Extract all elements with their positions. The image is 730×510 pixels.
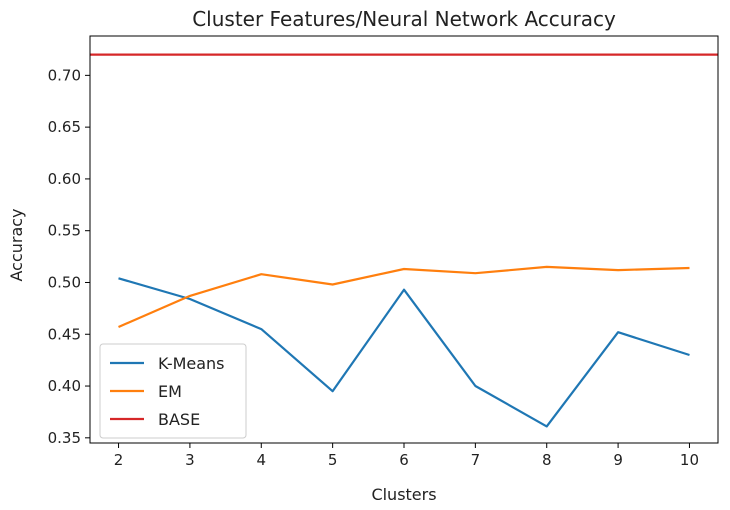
y-tick-label: 0.40 — [48, 377, 81, 395]
chart-title: Cluster Features/Neural Network Accuracy — [192, 7, 616, 31]
y-tick-label: 0.70 — [48, 66, 81, 84]
legend-box — [99, 343, 247, 439]
y-tick-label: 0.60 — [48, 170, 81, 188]
legend-label-k-means: K-Means — [158, 354, 225, 373]
x-tick-label: 5 — [328, 451, 338, 469]
x-axis-title: Clusters — [371, 485, 436, 504]
y-tick-label: 0.45 — [48, 325, 81, 343]
y-tick-label: 0.65 — [48, 118, 81, 136]
series-line-k-means — [118, 277, 690, 428]
y-axis-title: Accuracy — [7, 208, 26, 281]
x-tick-label: 6 — [399, 451, 409, 469]
y-tick-label: 0.55 — [48, 222, 81, 240]
x-tick-label: 8 — [542, 451, 552, 469]
x-tick-label: 9 — [613, 451, 623, 469]
x-tick-label: 7 — [471, 451, 481, 469]
y-tick-label: 0.50 — [48, 273, 81, 291]
series-line-em — [118, 265, 690, 329]
x-tick-label: 10 — [680, 451, 699, 469]
plot-area: 2 3 4 5 6 7 8 9 10 0.35 0.40 0.45 0.50 0.55 0.60 0.65 0.… — [48, 35, 719, 469]
legend: K-Means EM BASE — [99, 343, 247, 439]
legend-label-em: EM — [158, 382, 182, 401]
legend-label-base: BASE — [158, 410, 200, 429]
x-tick-label: 3 — [185, 451, 195, 469]
x-tick-label: 4 — [256, 451, 266, 469]
x-tick-label: 2 — [114, 451, 124, 469]
y-tick-label: 0.35 — [48, 429, 81, 447]
